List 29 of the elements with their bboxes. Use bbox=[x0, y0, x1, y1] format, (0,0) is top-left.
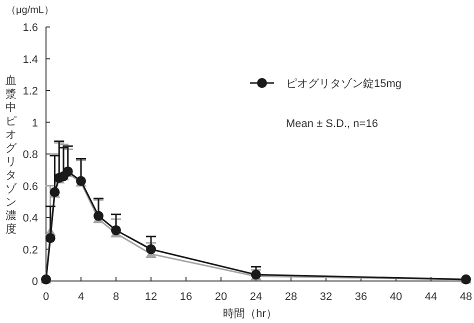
x-tick-label: 20 bbox=[214, 291, 228, 303]
y-tick-label: 1 bbox=[32, 117, 38, 130]
y-tick-label: 0 bbox=[32, 276, 38, 288]
x-tick-label: 4 bbox=[78, 291, 84, 303]
x-tick-label: 8 bbox=[112, 291, 120, 303]
x-tick-label: 48 bbox=[460, 291, 472, 303]
x-tick-label: 24 bbox=[250, 291, 262, 303]
y-tick-label: 1.6 bbox=[22, 22, 38, 34]
y-tick-label: 0.6 bbox=[22, 180, 38, 193]
point bbox=[111, 225, 121, 236]
x-tick-label: 44 bbox=[424, 291, 438, 303]
x-tick-label: 0 bbox=[42, 291, 50, 303]
y-tick-label: 1.4 bbox=[22, 54, 38, 66]
x-tick-label: 32 bbox=[320, 291, 332, 303]
text: （μg/mL） bbox=[6, 5, 54, 16]
y-tick-label: 0.2 bbox=[22, 244, 38, 256]
x-axis-title: 時間（hr） bbox=[223, 307, 277, 320]
x-tick-label: 40 bbox=[390, 291, 402, 303]
x-tick-label: 36 bbox=[354, 291, 368, 303]
x-tick-label: 28 bbox=[284, 291, 298, 303]
y-tick-label: 1.2 bbox=[22, 86, 38, 98]
annotation: Mean ± S.D., n=16 bbox=[286, 118, 378, 130]
y-tick-label: 0.8 bbox=[22, 149, 38, 161]
y-tick-label: 0.4 bbox=[22, 212, 38, 224]
x-tick-label: 12 bbox=[144, 291, 158, 303]
x-tick-label: 16 bbox=[180, 291, 192, 303]
point bbox=[94, 210, 104, 221]
legend-label: ピオグリタゾン錠15mg bbox=[286, 77, 402, 90]
text: 血漿中ピオグリタゾン濃度 bbox=[6, 74, 16, 236]
